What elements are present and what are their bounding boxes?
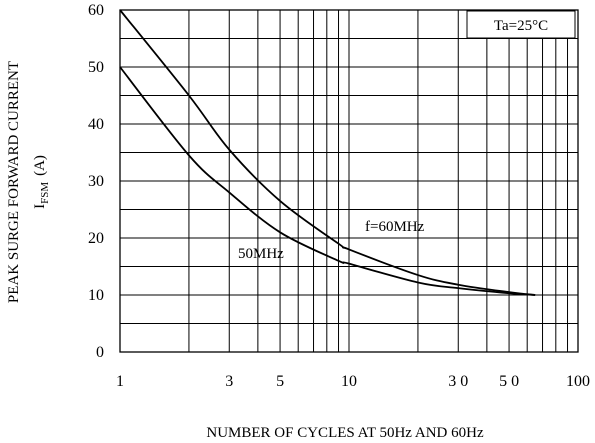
y-tick-label: 0 [96, 344, 104, 361]
y-axis-label-line2: IFSM (A) [32, 155, 51, 209]
y-tick-label: 50 [88, 59, 104, 76]
y-axis-symbol: I [32, 204, 48, 209]
series-50mhz-line [119, 66, 536, 296]
y-axis-symbol-subscript: FSM [39, 182, 51, 204]
series-curves [119, 9, 536, 296]
y-tick-label: 30 [88, 173, 104, 190]
annotation-box: Ta=25°C [466, 10, 576, 39]
x-tick-label: 5 0 [499, 373, 519, 390]
x-tick-label: 1 [116, 373, 124, 390]
y-tick-label: 20 [88, 230, 104, 247]
series-label-60mhz: f=60MHz [365, 219, 425, 235]
plot-frame [119, 9, 579, 353]
y-tick-labels: 0 10 20 30 40 50 60 [88, 2, 104, 361]
y-tick-label: 10 [88, 287, 104, 304]
grid-lines [120, 9, 578, 353]
x-tick-label: 100 [566, 373, 590, 390]
y-axis-unit: (A) [32, 155, 48, 176]
y-tick-label: 60 [88, 2, 104, 19]
x-tick-label: 3 0 [448, 373, 468, 390]
temperature-annotation: Ta=25°C [494, 18, 548, 34]
series-label-50mhz: 50MHz [238, 246, 284, 262]
x-axis-label: NUMBER OF CYCLES AT 50Hz AND 60Hz [206, 425, 484, 441]
y-axis-label-line1: PEAK SURGE FORWARD CURRENT [6, 61, 22, 303]
y-tick-label: 40 [88, 116, 104, 133]
x-tick-labels: 1 3 5 10 3 0 5 0 100 [116, 373, 590, 390]
series-60mhz-line [119, 9, 536, 296]
x-tick-label: 10 [341, 373, 357, 390]
x-tick-label: 5 [276, 373, 284, 390]
x-tick-label: 3 [225, 373, 233, 390]
